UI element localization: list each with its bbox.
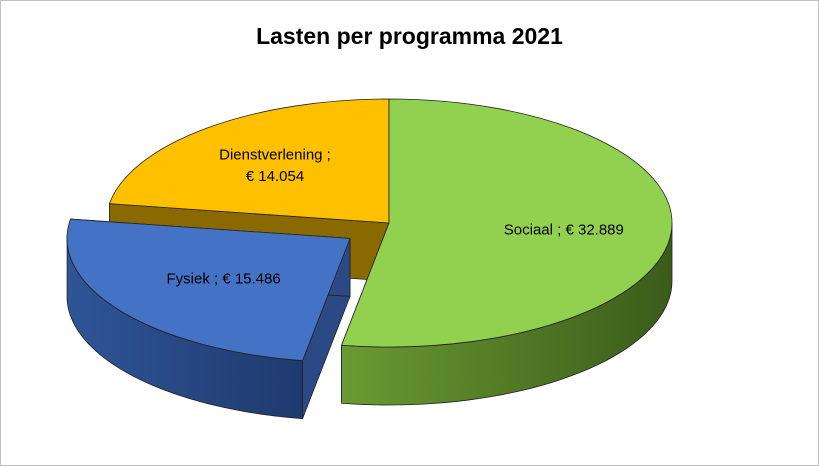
slice-fysiek xyxy=(66,218,351,420)
chart-title: Lasten per programma 2021 xyxy=(256,23,563,49)
data-label-fysiek: Fysiek ; € 15.486 xyxy=(166,270,280,287)
slice-fysiek-top xyxy=(66,218,351,362)
slice-dienstverlening-top xyxy=(108,98,390,224)
data-label-dienstverlening: Dienstverlening ; € 14.054 xyxy=(219,146,331,185)
data-label-dienstverlening-value: € 14.054 xyxy=(246,168,304,185)
data-label-dienstverlening-category: Dienstverlening ; xyxy=(219,146,331,163)
slice-sociaal-top xyxy=(340,98,673,348)
data-label-sociaal: Sociaal ; € 32.889 xyxy=(504,222,624,239)
slice-sociaal xyxy=(340,98,673,406)
